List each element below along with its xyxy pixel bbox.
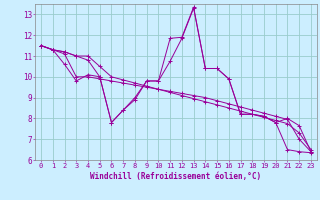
X-axis label: Windchill (Refroidissement éolien,°C): Windchill (Refroidissement éolien,°C) [91,172,261,181]
